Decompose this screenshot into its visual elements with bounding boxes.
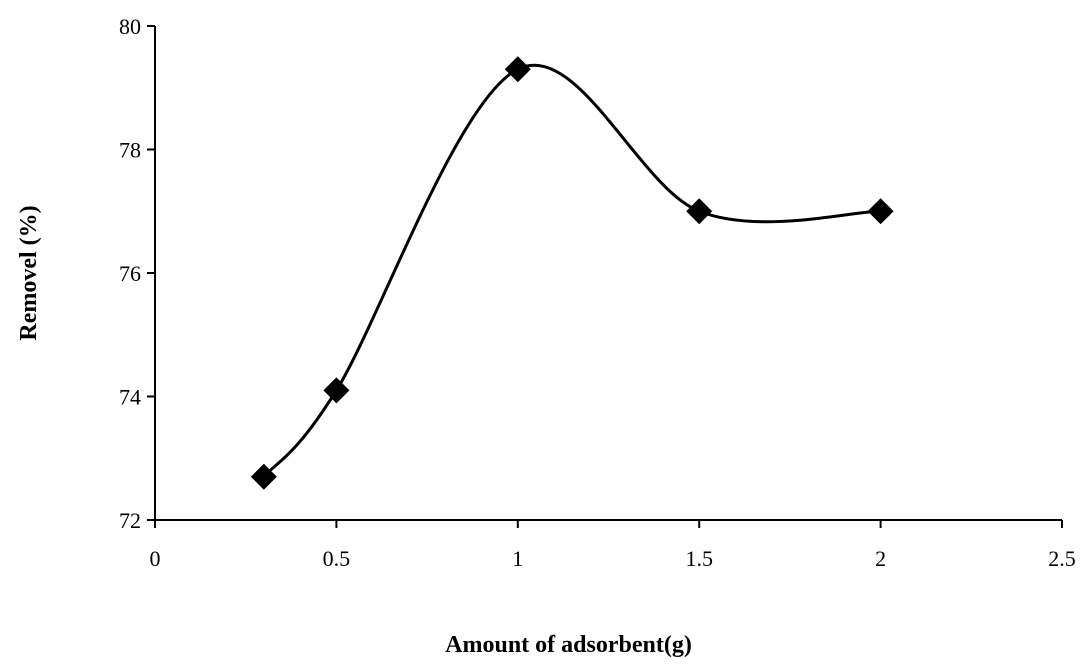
- y-tick-label: 78: [119, 138, 141, 163]
- y-tick-label: 80: [119, 14, 141, 39]
- y-tick-label: 72: [119, 508, 141, 533]
- data-point-marker: [504, 56, 531, 83]
- x-tick-label: 2.5: [1048, 546, 1076, 571]
- x-tick-label: 0.5: [323, 546, 351, 571]
- x-tick-label: 2: [875, 546, 886, 571]
- y-axis-ticks: 72 74 76 78 80: [119, 14, 155, 533]
- x-axis-ticks: 0 0.5 1 1.5 2 2.5: [150, 520, 1076, 571]
- data-point-marker: [686, 198, 713, 225]
- x-tick-label: 0: [150, 546, 161, 571]
- data-point-marker: [867, 198, 894, 225]
- data-markers: [250, 56, 894, 490]
- x-tick-label: 1.5: [685, 546, 713, 571]
- series-line: [262, 63, 881, 478]
- x-axis-title: Amount of adsorbent(g): [445, 632, 692, 658]
- y-tick-label: 74: [119, 385, 141, 410]
- plot-area: 72 74 76 78 80 0 0.5 1 1.5 2 2.5: [119, 14, 1076, 571]
- x-tick-label: 1: [512, 546, 523, 571]
- y-axis-title: Removel (%): [16, 205, 42, 340]
- data-point-marker: [250, 463, 277, 490]
- y-tick-label: 76: [119, 261, 141, 286]
- data-point-marker: [323, 377, 350, 404]
